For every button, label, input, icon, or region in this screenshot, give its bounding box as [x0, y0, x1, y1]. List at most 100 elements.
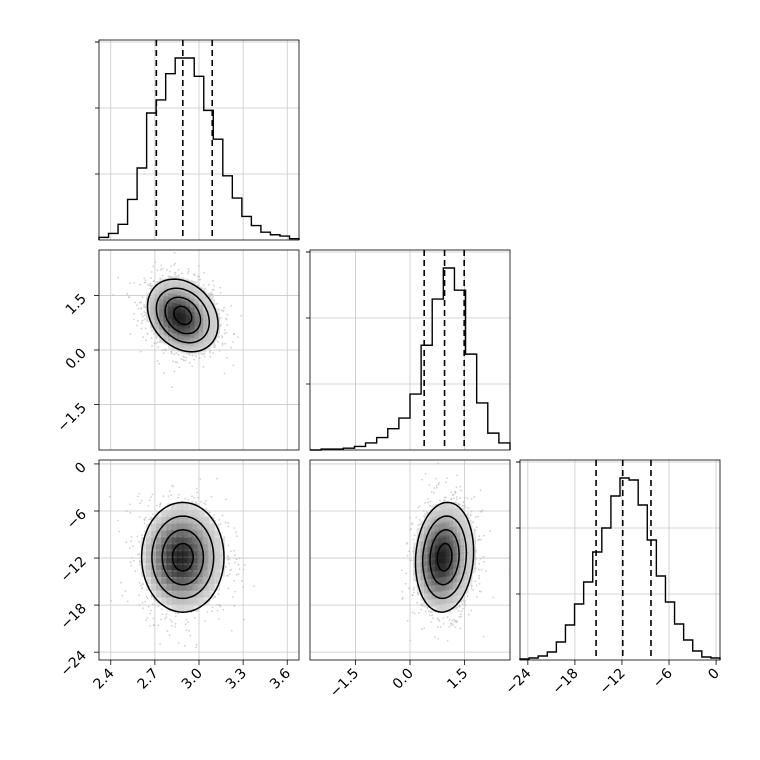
- scatter-point: [463, 602, 466, 604]
- scatter-point: [183, 359, 185, 362]
- scatter-point: [176, 361, 179, 364]
- scatter-point: [202, 366, 205, 368]
- scatter-point: [450, 491, 453, 494]
- scatter-point: [130, 540, 132, 543]
- scatter-point: [418, 505, 421, 507]
- scatter-point: [143, 277, 146, 280]
- x-tick-label: 3.0: [179, 666, 206, 693]
- scatter-point: [185, 356, 188, 359]
- scatter-point: [433, 487, 436, 489]
- scatter-point: [127, 296, 130, 299]
- contour-line: [146, 278, 219, 353]
- scatter-point: [474, 529, 477, 531]
- scatter-point: [226, 574, 229, 577]
- scatter-point: [118, 530, 121, 533]
- histogram-panel-2: [516, 459, 721, 661]
- scatter-point: [227, 521, 230, 524]
- histogram-panel-1: [306, 249, 511, 451]
- scatter-point: [226, 555, 229, 557]
- scatter-point: [184, 359, 187, 362]
- scatter-point: [165, 268, 168, 271]
- scatter-point: [238, 568, 241, 571]
- scatter-point: [112, 293, 115, 296]
- scatter-point: [238, 557, 241, 560]
- scatter-point: [222, 309, 225, 312]
- scatter-point: [157, 605, 160, 607]
- scatter-point: [144, 600, 147, 603]
- contour-line: [151, 515, 215, 600]
- scatter-point: [212, 352, 215, 354]
- scatter-point: [213, 514, 215, 516]
- scatter-point: [138, 561, 141, 564]
- scatter-point: [460, 489, 463, 492]
- scatter-point: [431, 614, 433, 617]
- scatter-point: [177, 269, 180, 271]
- scatter-point: [203, 272, 205, 274]
- scatter-point: [229, 569, 232, 572]
- scatter-point: [193, 274, 196, 277]
- scatter-point: [451, 619, 454, 622]
- scatter-point: [479, 557, 482, 560]
- contour-line: [161, 529, 205, 586]
- scatter-point: [158, 505, 161, 508]
- scatter-point: [452, 624, 455, 626]
- scatter-point: [125, 541, 128, 544]
- scatter-point: [439, 499, 441, 502]
- scatter-point: [197, 496, 199, 499]
- scatter-point: [408, 587, 410, 590]
- scatter-point: [475, 526, 478, 528]
- scatter-point: [415, 516, 418, 519]
- scatter-point: [195, 487, 198, 490]
- scatter-point: [165, 616, 168, 618]
- scatter-point: [230, 550, 232, 553]
- x-tick-label: −6: [650, 665, 676, 691]
- scatter-point: [131, 545, 134, 548]
- scatter-point: [455, 496, 458, 498]
- scatter-point: [233, 549, 235, 552]
- scatter-point: [141, 601, 144, 604]
- scatter-point: [458, 616, 461, 618]
- scatter-point: [173, 263, 176, 266]
- scatter-point: [174, 361, 177, 364]
- scatter-point: [455, 486, 458, 489]
- histogram-step-line: [98, 57, 300, 240]
- scatter-point: [473, 496, 476, 498]
- y-tick-label: −6: [64, 506, 90, 532]
- scatter-point: [152, 513, 155, 516]
- x-tick-label: −12: [597, 666, 629, 698]
- scatter-point: [432, 492, 435, 494]
- scatter-point: [221, 514, 224, 517]
- scatter-point: [165, 348, 167, 351]
- scatter-point: [156, 360, 159, 362]
- y-tick-label: 0.0: [63, 346, 90, 373]
- scatter-point: [406, 554, 409, 557]
- scatter-point: [236, 336, 239, 338]
- scatter-point: [463, 500, 465, 503]
- scatter-point: [170, 265, 173, 268]
- scatter-point: [161, 613, 164, 615]
- scatter-point: [151, 493, 154, 496]
- scatter-point: [187, 498, 190, 501]
- scatter-point: [161, 267, 164, 270]
- scatter-point: [470, 498, 473, 500]
- scatter-point: [411, 611, 414, 614]
- scatter-point: [149, 625, 152, 627]
- scatter-point: [143, 311, 146, 313]
- scatter-point: [139, 454, 141, 456]
- scatter-point: [126, 600, 129, 603]
- scatter-point: [110, 599, 112, 602]
- scatter-point: [483, 560, 486, 563]
- scatter-point: [160, 264, 163, 267]
- scatter-point: [242, 568, 245, 571]
- scatter-point: [184, 623, 187, 626]
- scatter-point: [226, 313, 229, 316]
- scatter-panel-1-0: [98, 249, 300, 451]
- scatter-point: [142, 315, 144, 318]
- scatter-point: [451, 494, 454, 496]
- scatter-point: [218, 349, 221, 352]
- scatter-point: [406, 619, 409, 622]
- scatter-point: [140, 307, 143, 310]
- scatter-point: [421, 478, 423, 481]
- scatter-point: [130, 535, 133, 538]
- scatter-point: [220, 309, 223, 312]
